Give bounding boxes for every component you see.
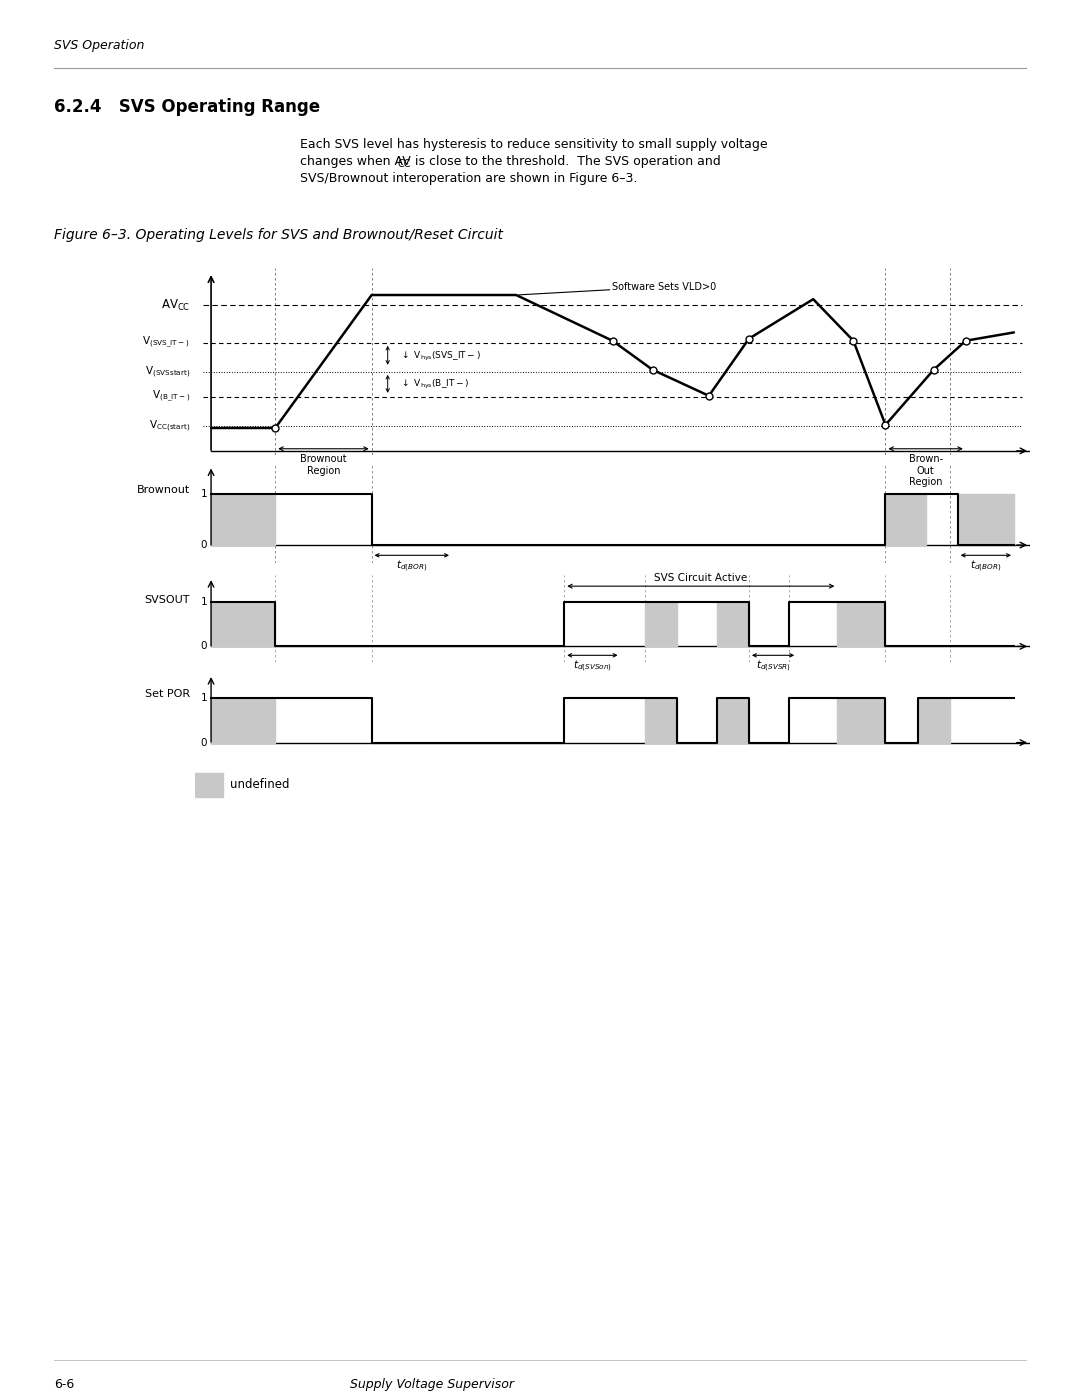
Text: $\mathdefault{V_{CC(start)}}$: $\mathdefault{V_{CC(start)}}$ — [149, 418, 190, 433]
Text: 1: 1 — [201, 597, 207, 606]
Text: $\mathdefault{AV_{CC}}$: $\mathdefault{AV_{CC}}$ — [161, 298, 190, 313]
Text: 6-6: 6-6 — [54, 1377, 75, 1391]
Text: $\downarrow$ $\mathrm{V_{hys}(B\_IT-)}$: $\downarrow$ $\mathrm{V_{hys}(B\_IT-)}$ — [400, 377, 470, 391]
Text: $\downarrow$ $\mathrm{V_{hys}(SVS\_IT-)}$: $\downarrow$ $\mathrm{V_{hys}(SVS\_IT-)}… — [400, 349, 481, 363]
Text: Brown-
Out
Region: Brown- Out Region — [908, 454, 943, 488]
Text: $\mathdefault{V_{(B\_IT-)}}$: $\mathdefault{V_{(B\_IT-)}}$ — [151, 390, 190, 404]
Text: Supply Voltage Supervisor: Supply Voltage Supervisor — [350, 1377, 514, 1391]
Text: SVS/Brownout interoperation are shown in Figure 6–3.: SVS/Brownout interoperation are shown in… — [300, 172, 637, 184]
Text: Brownout: Brownout — [137, 485, 190, 495]
Text: Set POR: Set POR — [145, 689, 190, 698]
Text: 6.2.4   SVS Operating Range: 6.2.4 SVS Operating Range — [54, 98, 320, 116]
Text: $\mathdefault{V_{(SVS\_IT-)}}$: $\mathdefault{V_{(SVS\_IT-)}}$ — [143, 335, 190, 351]
Text: $t_{d(BOR)}$: $t_{d(BOR)}$ — [396, 559, 428, 574]
Text: 1: 1 — [201, 693, 207, 704]
Text: undefined: undefined — [230, 778, 289, 792]
Text: $\mathdefault{V_{(SVSstart)}}$: $\mathdefault{V_{(SVSstart)}}$ — [145, 365, 190, 380]
Text: 1: 1 — [201, 489, 207, 499]
Text: changes when AV: changes when AV — [300, 155, 410, 168]
Text: $t_{d(SVSR)}$: $t_{d(SVSR)}$ — [756, 658, 791, 673]
Text: 0: 0 — [201, 641, 207, 651]
Text: Software Sets VLD>0: Software Sets VLD>0 — [518, 282, 717, 295]
Text: SVS Circuit Active: SVS Circuit Active — [654, 573, 747, 583]
Text: Each SVS level has hysteresis to reduce sensitivity to small supply voltage: Each SVS level has hysteresis to reduce … — [300, 138, 768, 151]
Text: SVS Operation: SVS Operation — [54, 39, 145, 52]
Text: CC: CC — [397, 159, 410, 169]
Text: 0: 0 — [201, 738, 207, 747]
Text: is close to the threshold.  The SVS operation and: is close to the threshold. The SVS opera… — [411, 155, 720, 168]
Text: $t_{d(SVSon)}$: $t_{d(SVSon)}$ — [573, 658, 612, 673]
Text: SVSOUT: SVSOUT — [145, 595, 190, 605]
Text: Brownout
Region: Brownout Region — [300, 454, 347, 475]
Text: Figure 6–3. Operating Levels for SVS and Brownout/Reset Circuit: Figure 6–3. Operating Levels for SVS and… — [54, 228, 503, 242]
Text: 0: 0 — [201, 541, 207, 550]
Text: $t_{d(BOR)}$: $t_{d(BOR)}$ — [970, 559, 1001, 574]
